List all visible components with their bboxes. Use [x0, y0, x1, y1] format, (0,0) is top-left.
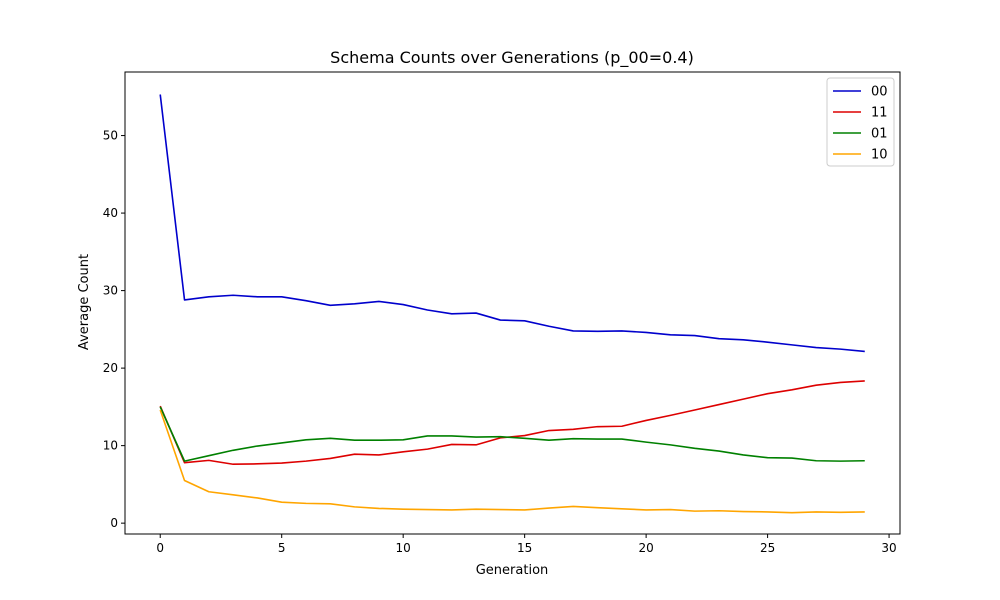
y-axis-ticks: 0 10 20 30 40 50 — [103, 129, 125, 530]
series-line-01 — [159, 406, 865, 462]
x-axis-ticks: 0 5 10 15 20 25 30 — [156, 534, 897, 555]
legend-label: 01 — [871, 127, 888, 142]
x-tick-label: 5 — [278, 541, 286, 555]
y-tick-label: 50 — [103, 129, 118, 143]
x-tick-label: 0 — [156, 541, 164, 555]
y-tick-label: 30 — [103, 284, 118, 298]
x-tick-label: 25 — [760, 541, 775, 555]
x-tick-label: 20 — [638, 541, 653, 555]
legend-label: 11 — [871, 106, 888, 121]
y-tick-label: 0 — [110, 516, 118, 530]
series-line-00 — [159, 94, 865, 353]
x-tick-label: 10 — [396, 541, 411, 555]
plot-frame — [124, 71, 901, 535]
y-axis-label: Average Count — [77, 254, 92, 350]
plot-lines — [159, 94, 865, 514]
legend-label: 10 — [871, 148, 888, 163]
series-line-11 — [159, 380, 865, 466]
x-tick-label: 30 — [881, 541, 896, 555]
series-line-10 — [159, 409, 865, 514]
y-tick-label: 10 — [103, 439, 118, 453]
legend: 00 11 01 10 — [826, 77, 895, 167]
y-tick-label: 20 — [103, 361, 118, 375]
x-axis-label: Generation — [476, 563, 549, 578]
y-tick-label: 40 — [103, 206, 118, 220]
x-tick-label: 15 — [517, 541, 532, 555]
legend-label: 00 — [871, 85, 888, 100]
chart-title: Schema Counts over Generations (p_00=0.4… — [330, 48, 694, 68]
legend-box — [826, 77, 895, 167]
